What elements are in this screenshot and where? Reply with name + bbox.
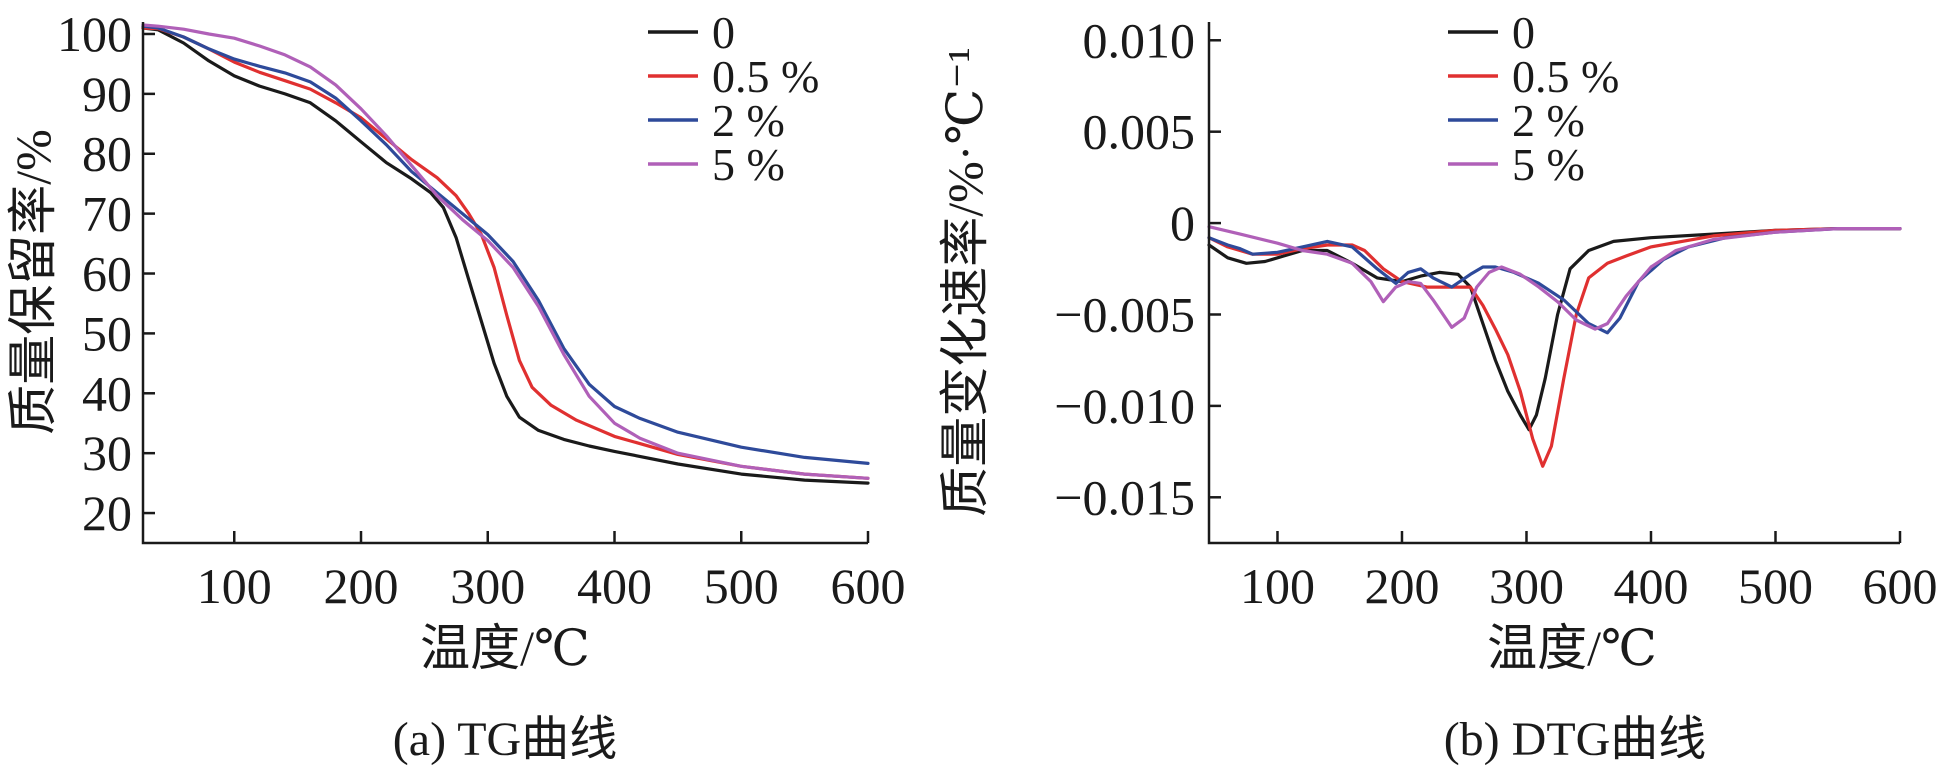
dtg-axes bbox=[1207, 22, 1900, 545]
tg-y-tick-label: 70 bbox=[82, 186, 132, 242]
dtg-series-line-0 bbox=[1207, 227, 1902, 432]
tg-axis-lines bbox=[141, 22, 868, 545]
tg-series-line-2 bbox=[141, 24, 870, 465]
dtg-legend-label-2: 2 % bbox=[1512, 95, 1585, 146]
dtg-caption: (b) DTG曲线 bbox=[1444, 713, 1707, 766]
tg-x-tick-label: 600 bbox=[831, 558, 906, 614]
dtg-series-line-2 bbox=[1207, 227, 1902, 335]
tg-caption: (a) TG曲线 bbox=[393, 713, 617, 766]
tg-x-tick-label: 100 bbox=[197, 558, 272, 614]
tg-legend-label-2: 2 % bbox=[712, 95, 785, 146]
dtg-legend: 00.5 %2 %5 % bbox=[1448, 7, 1619, 190]
dtg-y-axis-label: 质量变化速率/%·℃⁻¹ bbox=[937, 47, 993, 517]
dtg-y-tick-label: 0 bbox=[1170, 195, 1195, 251]
tg-series-layer bbox=[141, 23, 870, 485]
dtg-x-tick-label: 500 bbox=[1738, 558, 1813, 614]
dtg-series-line-1 bbox=[1207, 227, 1902, 468]
tg-legend-label-1: 0.5 % bbox=[712, 51, 819, 102]
tg-legend: 00.5 %2 %5 % bbox=[648, 7, 819, 190]
dtg-series-layer bbox=[1207, 225, 1902, 468]
dtg-legend-label-3: 5 % bbox=[1512, 139, 1585, 190]
tg-legend-label-3: 5 % bbox=[712, 139, 785, 190]
dtg-legend-label-0: 0 bbox=[1512, 7, 1535, 58]
tg-x-tick-label: 200 bbox=[324, 558, 399, 614]
dtg-x-tick-label: 600 bbox=[1863, 558, 1938, 614]
dtg-x-tick-label: 200 bbox=[1364, 558, 1439, 614]
tg-y-tick-label: 50 bbox=[82, 305, 132, 361]
tg-y-tick-label: 30 bbox=[82, 425, 132, 481]
tg-series-line-3 bbox=[141, 23, 870, 480]
tg-series-line-0 bbox=[141, 26, 870, 485]
tg-series-line-1 bbox=[141, 26, 870, 480]
dtg-ticks: 100 200 300 400 500 600 0.010 0.005 0 −0.005 −0.01… bbox=[1054, 12, 1937, 614]
tg-x-axis-label: 温度/℃ bbox=[420, 620, 590, 676]
dtg-x-axis-label: 温度/℃ bbox=[1487, 620, 1657, 676]
tg-y-tick-label: 80 bbox=[82, 126, 132, 182]
tg-x-tick-label: 400 bbox=[577, 558, 652, 614]
dtg-y-tick-label: 0.010 bbox=[1083, 12, 1196, 68]
dtg-chart-panel: 100 200 300 400 500 600 0.010 0.005 0 −0.005 −0.01… bbox=[937, 7, 1938, 766]
tg-x-tick-label: 500 bbox=[704, 558, 779, 614]
dtg-x-tick-label: 300 bbox=[1489, 558, 1564, 614]
tg-y-tick-label: 60 bbox=[82, 246, 132, 302]
tg-x-tick-label: 300 bbox=[450, 558, 525, 614]
dtg-y-tick-label: −0.015 bbox=[1054, 469, 1195, 525]
dtg-axis-lines bbox=[1207, 22, 1900, 545]
tg-axes bbox=[141, 22, 868, 545]
tg-y-tick-label: 90 bbox=[82, 66, 132, 122]
dtg-y-tick-label: −0.010 bbox=[1054, 378, 1195, 434]
dtg-legend-label-1: 0.5 % bbox=[1512, 51, 1619, 102]
dtg-y-tick-label: −0.005 bbox=[1054, 286, 1195, 342]
tg-y-tick-label: 40 bbox=[82, 365, 132, 421]
tg-y-tick-label: 100 bbox=[57, 6, 132, 62]
dtg-series-line-3 bbox=[1207, 225, 1902, 331]
tg-y-tick-label: 20 bbox=[82, 485, 132, 541]
tg-y-axis-label: 质量保留率/% bbox=[5, 129, 61, 435]
dtg-y-tick-label: 0.005 bbox=[1083, 104, 1196, 160]
dtg-x-tick-label: 400 bbox=[1613, 558, 1688, 614]
dtg-x-tick-label: 100 bbox=[1240, 558, 1315, 614]
tg-legend-label-0: 0 bbox=[712, 7, 735, 58]
